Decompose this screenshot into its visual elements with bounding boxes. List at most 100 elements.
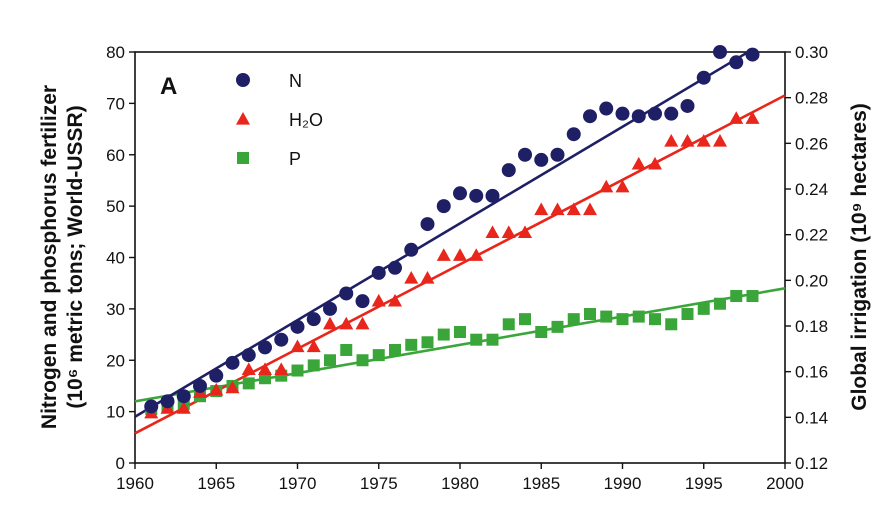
data-point-triangle: [534, 202, 549, 216]
legend: N H₂O P: [236, 71, 323, 169]
data-point-circle: [664, 106, 679, 121]
data-point-circle: [339, 286, 354, 301]
data-point-circle: [306, 312, 321, 327]
data-point-triangle: [745, 111, 760, 124]
y-axis-left-title-line2: (10⁶ metric tons; World-USSR): [64, 105, 87, 408]
x-tick-label: 1960: [116, 474, 154, 493]
data-point-triangle: [664, 134, 679, 147]
data-point-square: [340, 343, 353, 356]
data-point-triangle: [696, 134, 711, 147]
data-point-triangle: [501, 225, 516, 238]
data-point-square: [372, 349, 385, 362]
data-point-square: [519, 313, 531, 326]
data-point-circle: [745, 47, 760, 62]
data-point-circle: [225, 355, 240, 370]
data-point-circle: [518, 147, 532, 162]
data-point-circle: [193, 378, 207, 393]
data-points: [144, 45, 760, 419]
data-point-circle: [323, 301, 337, 316]
data-point-circle: [713, 45, 727, 59]
data-point-triangle: [615, 179, 630, 193]
data-point-square: [486, 333, 499, 346]
data-point-circle: [241, 348, 256, 363]
y-right-tick-label: 0.26: [795, 134, 828, 153]
y-left-tick-label: 10: [106, 403, 125, 422]
data-point-circle: [355, 294, 370, 309]
data-point-triangle: [713, 134, 727, 147]
data-point-triangle: [550, 202, 565, 216]
y-left-tick-label: 30: [106, 300, 125, 319]
data-point-circle: [631, 109, 646, 124]
x-tick-label: 1990: [604, 474, 642, 493]
data-point-triangle: [258, 362, 272, 375]
data-point-square: [324, 354, 336, 367]
data-point-square: [502, 318, 515, 331]
data-point-square: [697, 302, 710, 315]
data-point-square: [600, 310, 613, 323]
data-point-square: [681, 308, 694, 321]
data-point-square: [714, 297, 726, 310]
data-point-circle: [420, 217, 435, 232]
data-point-circle: [209, 368, 224, 383]
data-point-square: [632, 310, 645, 323]
data-point-square: [421, 336, 434, 349]
data-point-square: [551, 320, 564, 333]
data-point-circle: [371, 265, 386, 280]
data-point-circle: [258, 340, 272, 355]
data-point-triangle: [371, 293, 386, 307]
data-point-triangle: [339, 316, 354, 330]
data-point-triangle: [241, 362, 256, 375]
data-point-square: [730, 290, 743, 303]
data-point-triangle: [631, 156, 646, 170]
y-axis-left-title-line1: Nitrogen and phosphorus fertilizer: [38, 85, 61, 429]
data-point-triangle: [453, 248, 467, 261]
axes-layer: 1960 1965 1970 1975 1980 1985 1990 1995 2000 0 10 2…: [106, 43, 828, 493]
x-tick-label: 1995: [685, 474, 723, 493]
y-right-tick-label: 0.14: [795, 408, 828, 427]
data-point-triangle: [274, 362, 289, 375]
data-point-triangle: [680, 134, 695, 147]
data-point-triangle: [209, 382, 224, 396]
data-point-square: [389, 343, 401, 356]
data-point-triangle: [420, 271, 435, 284]
y-left-tick-label: 40: [106, 249, 125, 268]
y-right-tick-label: 0.24: [795, 180, 828, 199]
data-point-square: [616, 313, 629, 326]
data-point-triangle: [583, 202, 597, 216]
y-right-tick-label: 0.16: [795, 363, 828, 382]
trend-line-triangle: [134, 94, 786, 435]
y-right-tick-label: 0.20: [795, 271, 828, 290]
data-point-triangle: [518, 225, 532, 238]
data-point-circle: [501, 163, 516, 178]
data-point-triangle: [436, 248, 451, 261]
y-axis-right-title: Global irrigation (10⁹ hectares): [848, 103, 871, 411]
data-point-circle: [729, 55, 744, 70]
legend-label: H₂O: [289, 110, 323, 130]
data-point-square: [567, 313, 580, 326]
data-point-circle: [583, 109, 597, 124]
x-tick-label: 1970: [279, 474, 317, 493]
y-right-tick-label: 0.18: [795, 317, 828, 336]
y-left-tick-label: 60: [106, 146, 125, 165]
data-point-triangle: [599, 179, 614, 193]
data-point-square: [405, 338, 418, 351]
data-point-square: [307, 359, 320, 372]
legend-marker-triangle: [236, 112, 250, 125]
data-point-circle: [680, 98, 695, 113]
data-point-square: [242, 377, 255, 390]
y-left-tick-label: 80: [106, 43, 125, 62]
legend-label: P: [289, 149, 301, 169]
data-point-circle: [160, 394, 175, 409]
y-right-tick-label: 0.22: [795, 226, 828, 245]
data-point-triangle: [225, 380, 240, 394]
y-right-tick-label: 0.28: [795, 89, 828, 108]
data-point-triangle: [729, 111, 744, 124]
x-tick-label: 2000: [766, 474, 804, 493]
data-point-triangle: [404, 271, 419, 284]
data-point-square: [746, 290, 759, 303]
data-point-square: [535, 325, 548, 338]
y-left-tick-label: 50: [106, 197, 125, 216]
data-point-triangle: [485, 225, 500, 238]
data-point-circle: [648, 106, 662, 121]
